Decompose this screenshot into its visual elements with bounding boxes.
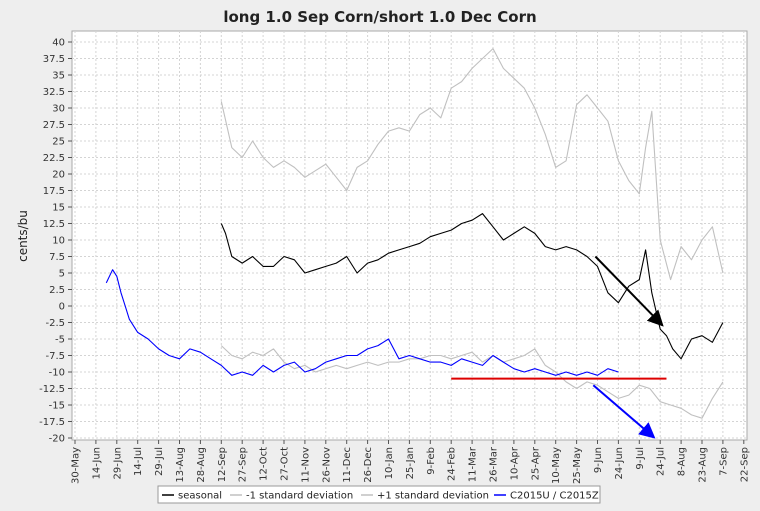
y-tick-label: 37.5	[43, 54, 65, 65]
x-tick-label: 28-Aug	[196, 447, 207, 483]
x-tick-label: 11-Dec	[342, 447, 353, 483]
legend-label: seasonal	[178, 491, 222, 502]
y-tick-label: 40	[52, 38, 65, 49]
x-tick-label: 25-Apr	[530, 446, 541, 480]
x-tick-label: 9-Jul	[635, 447, 646, 470]
x-tick-label: 26-Mar	[489, 446, 500, 482]
y-tick-label: 2.5	[49, 285, 65, 296]
y-tick-label: -2.5	[45, 318, 65, 329]
y-tick-label: 30	[52, 104, 65, 115]
y-tick-label: -5	[55, 335, 65, 346]
x-tick-label: 11-Nov	[300, 447, 311, 483]
y-tick-label: -12.5	[39, 384, 65, 395]
series-line-1-standard-deviation	[220, 345, 724, 419]
legend-label: +1 standard deviation	[377, 491, 489, 502]
x-tick-label: 29-Jun	[112, 447, 123, 480]
x-tick-label: 9-Feb	[426, 447, 437, 475]
x-tick-label: 29-Jul	[154, 447, 165, 476]
y-tick-label: 12.5	[43, 219, 65, 230]
y-tick-label: 32.5	[43, 87, 65, 98]
trend-arrow	[594, 255, 664, 327]
y-tick-label: -15	[49, 401, 65, 412]
x-tick-label: 24-Jul	[656, 447, 667, 476]
series-line-1-standard-deviation	[220, 48, 724, 281]
series-lines	[105, 48, 724, 419]
x-tick-label: 12-Sep	[217, 447, 228, 482]
x-tick-label: 14-Jul	[133, 447, 144, 476]
x-tick-label: 22-Sep	[739, 447, 750, 482]
x-tick-label: 30-May	[71, 447, 82, 484]
y-tick-label: 5	[59, 269, 65, 280]
chart-title: long 1.0 Sep Corn/short 1.0 Dec Corn	[223, 8, 536, 26]
y-tick-label: 15	[52, 203, 65, 214]
x-tick-label: 8-Aug	[677, 447, 688, 476]
x-tick-label: 25-May	[572, 447, 583, 484]
x-tick-label: 10-Apr	[509, 446, 520, 480]
y-tick-label: 25	[52, 137, 65, 148]
y-axis-label: cents/bu	[16, 210, 30, 262]
x-tick-label: 14-Jun	[91, 447, 102, 480]
x-tick-label: 26-Dec	[363, 447, 374, 483]
y-tick-label: 22.5	[43, 153, 65, 164]
y-tick-label: 20	[52, 170, 65, 181]
y-tick-label: 10	[52, 236, 65, 247]
legend: seasonal -1 standard deviation +1 standard…	[157, 485, 601, 504]
x-tick-label: 7-Sep	[718, 447, 729, 476]
series-line-c2015u-c2015z	[105, 269, 619, 376]
x-tick-label: 10-Jan	[384, 447, 395, 479]
x-tick-label: 9-Jun	[593, 447, 604, 473]
annotations	[451, 255, 667, 439]
legend-label: -1 standard deviation	[246, 491, 353, 502]
x-tick-label: 11-Mar	[468, 446, 479, 482]
x-tick-label: 25-Jan	[405, 447, 416, 479]
x-tick-label: 27-Sep	[238, 447, 249, 482]
series-line-seasonal	[220, 213, 724, 360]
y-tick-label: 27.5	[43, 120, 65, 131]
y-axis: -20 -17.5 -15 -12.5 -10 -7.5 -5 -2.5 0 2.5 5 7.5 10 1…	[39, 38, 72, 445]
x-tick-label: 13-Aug	[175, 447, 186, 483]
y-tick-label: -10	[49, 368, 65, 379]
legend-box	[157, 485, 601, 504]
y-tick-label: 17.5	[43, 186, 65, 197]
x-axis: 30-May 14-Jun 29-Jun 14-Jul 29-Jul 13-Aug 28-A…	[71, 440, 750, 484]
x-tick-label: 26-Nov	[321, 447, 332, 483]
trend-arrow	[592, 384, 656, 439]
x-tick-label: 10-May	[551, 447, 562, 484]
x-tick-label: 23-Aug	[698, 447, 709, 483]
x-tick-label: 24-Feb	[447, 447, 458, 481]
x-tick-label: 12-Oct	[259, 447, 270, 481]
y-tick-label: 0	[59, 302, 65, 313]
x-tick-label: 24-Jun	[614, 447, 625, 480]
y-tick-label: -17.5	[39, 417, 65, 428]
legend-label: C2015U / C2015Z	[510, 491, 599, 502]
y-tick-label: -7.5	[45, 351, 65, 362]
y-tick-label: 35	[52, 71, 65, 82]
x-tick-label: 27-Oct	[280, 447, 291, 481]
y-tick-label: 7.5	[49, 252, 65, 263]
y-tick-label: -20	[49, 434, 65, 445]
